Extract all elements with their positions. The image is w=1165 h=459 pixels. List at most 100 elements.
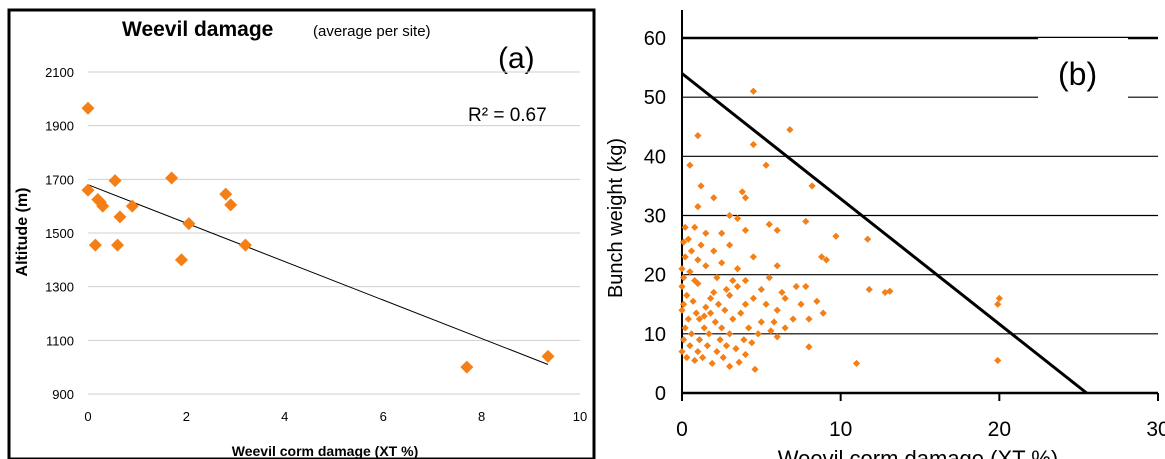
- data-point: [710, 194, 718, 202]
- data-point: [741, 226, 750, 234]
- trendline: [87, 184, 549, 365]
- y-tick-label: 50: [644, 87, 666, 109]
- data-point: [741, 300, 750, 308]
- chart-panel-b: (b) 0 10 20 30 40 50 60 0 10 20 30 Weevil corm dam…: [598, 0, 1165, 459]
- data-point: [706, 309, 715, 317]
- data-point: [125, 199, 139, 213]
- y-tick-label: 40: [644, 146, 666, 168]
- data-point: [713, 274, 721, 282]
- data-point: [733, 214, 742, 223]
- data-point: [852, 359, 861, 368]
- data-point: [681, 324, 689, 332]
- data-point: [732, 345, 740, 353]
- y-tick-label: 1700: [45, 172, 74, 187]
- data-point: [802, 217, 810, 226]
- data-point: [694, 279, 702, 288]
- data-point: [219, 187, 233, 201]
- data-point: [737, 309, 745, 317]
- x-tick-label: 2: [183, 409, 190, 424]
- y-tick-label: 30: [644, 206, 666, 228]
- data-point: [678, 306, 686, 314]
- x-tick-label: 8: [478, 409, 485, 424]
- y-tick-label: 1100: [46, 333, 74, 348]
- chart-a-subtitle: (average per site): [313, 23, 431, 40]
- x-tick-label: 30: [1146, 418, 1165, 441]
- data-point: [741, 194, 750, 202]
- data-point: [678, 282, 686, 291]
- data-point: [765, 274, 773, 282]
- data-point: [749, 87, 757, 95]
- data-point: [111, 238, 125, 252]
- y-axis-title-b: Bunch weight (kg): [605, 138, 627, 298]
- data-point: [773, 226, 781, 234]
- data-point: [165, 171, 179, 185]
- data-point: [714, 300, 723, 308]
- panel-a-frame: [7, 8, 596, 459]
- y-axis-title-a: Altitude (m): [14, 188, 31, 277]
- x-tick-label: 20: [988, 418, 1011, 441]
- data-point: [224, 198, 238, 212]
- data-point: [681, 223, 689, 231]
- data-point: [683, 353, 691, 362]
- altitude-scatter-chart: Weevil damage (average per site) (a) R² …: [7, 8, 596, 459]
- data-point: [460, 360, 474, 374]
- x-tick-label: 6: [380, 409, 387, 424]
- data-point: [995, 294, 1003, 302]
- data-point: [679, 274, 688, 282]
- data-point: [681, 253, 689, 261]
- data-point: [797, 300, 805, 308]
- x-axis-title-b: Weevil corm damage (XT %): [778, 446, 1058, 459]
- x-axis-title-a: Weevil corm damage (XT %): [232, 443, 418, 459]
- data-point: [864, 235, 872, 243]
- data-point: [822, 256, 830, 264]
- x-tick-label: 0: [676, 418, 688, 441]
- data-point: [767, 327, 775, 335]
- bunch-weight-scatter-chart: (b) 0 10 20 30 40 50 60 0 10 20 30 Weevil corm dam…: [598, 0, 1165, 459]
- data-point: [679, 336, 688, 344]
- data-point: [735, 358, 743, 366]
- data-point: [679, 300, 688, 308]
- data-point: [81, 183, 95, 197]
- data-point: [711, 318, 719, 326]
- data-point: [678, 347, 686, 356]
- data-point: [762, 161, 770, 169]
- data-point: [710, 247, 718, 255]
- y-tick-label: 10: [644, 324, 666, 346]
- data-point: [733, 282, 742, 291]
- data-point: [694, 203, 702, 211]
- data-point: [802, 282, 810, 291]
- data-point: [994, 300, 1002, 308]
- data-point: [832, 232, 840, 240]
- panel-a-label: (a): [498, 42, 535, 75]
- data-point: [770, 318, 778, 326]
- data-point: [702, 229, 710, 237]
- chart-panel-a: Weevil damage (average per site) (a) R² …: [7, 8, 596, 459]
- data-point: [96, 199, 110, 213]
- panel-b-label: (b): [1058, 56, 1097, 92]
- chart-a-title: Weevil damage: [122, 18, 273, 41]
- y-tick-label: 0: [655, 383, 666, 405]
- data-point: [108, 174, 122, 188]
- data-point: [238, 238, 252, 252]
- data-point: [679, 238, 688, 246]
- data-point: [113, 210, 127, 224]
- y-tick-label: 2100: [45, 65, 74, 80]
- data-point: [684, 235, 692, 243]
- data-point: [716, 336, 724, 344]
- data-point: [708, 359, 716, 368]
- r-squared-annotation: R² = 0.67: [468, 105, 547, 126]
- data-point: [792, 282, 800, 291]
- x-tick-label: 10: [573, 409, 587, 424]
- panel-b-label-box: [1038, 38, 1128, 100]
- data-point: [678, 265, 686, 273]
- data-point: [994, 356, 1002, 365]
- y-tick-label: 900: [52, 387, 74, 402]
- data-point: [818, 253, 826, 261]
- y-tick-label: 1300: [45, 280, 74, 295]
- data-point: [765, 220, 773, 228]
- x-tick-label: 4: [281, 409, 288, 424]
- data-point: [881, 288, 889, 297]
- data-point: [733, 265, 742, 273]
- data-point: [694, 132, 702, 140]
- data-point: [738, 188, 746, 196]
